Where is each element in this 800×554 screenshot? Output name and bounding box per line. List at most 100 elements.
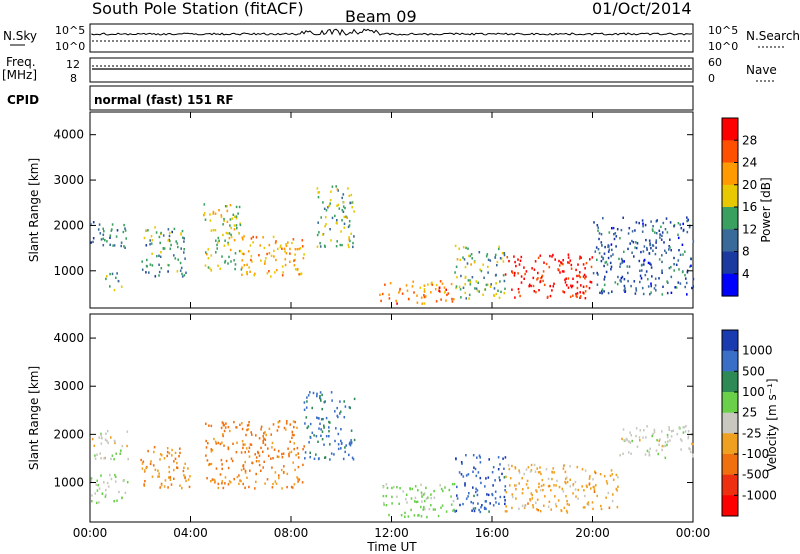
data-cell <box>664 228 667 231</box>
data-cell <box>100 238 103 241</box>
data-cell <box>348 453 350 457</box>
data-cell <box>654 231 656 234</box>
data-cell <box>679 253 682 256</box>
data-cell <box>489 259 492 262</box>
data-cell <box>316 392 318 395</box>
data-cell <box>305 416 308 419</box>
data-cell <box>428 507 431 511</box>
data-cell <box>334 439 336 443</box>
data-cell <box>520 255 523 259</box>
data-cell <box>496 264 498 267</box>
data-cell <box>183 248 185 251</box>
data-cell <box>668 426 670 429</box>
data-cell <box>517 272 519 275</box>
data-cell <box>431 283 434 286</box>
data-cell <box>476 289 479 292</box>
data-cell <box>498 476 501 479</box>
data-cell <box>320 399 322 402</box>
data-cell <box>592 478 594 481</box>
data-cell <box>167 486 169 489</box>
data-cell <box>222 424 225 427</box>
data-cell <box>684 285 686 289</box>
data-cell <box>97 228 100 231</box>
data-cell <box>294 468 296 472</box>
data-cell <box>260 259 262 262</box>
data-cell <box>420 296 423 299</box>
data-cell <box>610 265 613 268</box>
data-cell <box>473 261 476 264</box>
data-cell <box>621 261 623 264</box>
data-cell <box>525 483 528 486</box>
data-cell <box>400 514 403 517</box>
data-cell <box>562 467 565 470</box>
data-cell <box>691 442 694 446</box>
data-cell <box>249 443 252 446</box>
data-cell <box>162 234 165 237</box>
data-cell <box>537 277 539 280</box>
data-cell <box>263 246 266 250</box>
data-cell <box>96 479 98 482</box>
data-cell <box>434 288 437 291</box>
data-cell <box>627 247 629 251</box>
data-cell <box>210 229 213 232</box>
data-cell <box>271 446 273 449</box>
nsky-label: N.Sky <box>3 29 37 43</box>
data-cell <box>611 227 613 230</box>
data-cell <box>635 427 638 430</box>
data-cell <box>163 485 166 488</box>
data-cell <box>502 260 505 263</box>
data-cell <box>335 245 338 248</box>
data-cell <box>539 254 542 257</box>
data-cell <box>600 507 603 511</box>
data-cell <box>344 450 346 454</box>
data-cell <box>646 425 648 428</box>
data-cell <box>442 489 444 493</box>
data-cell <box>525 468 528 471</box>
data-cell <box>209 213 211 216</box>
data-cell <box>182 236 184 239</box>
data-cell <box>626 265 629 268</box>
data-cell <box>207 442 209 445</box>
data-cell <box>465 497 468 500</box>
data-cell <box>605 496 607 499</box>
data-cell <box>120 449 122 452</box>
data-cell <box>255 460 258 463</box>
data-cell <box>646 248 648 251</box>
data-cell <box>684 274 686 277</box>
data-cell <box>241 266 243 269</box>
data-cell <box>205 454 207 457</box>
data-cell <box>150 235 153 238</box>
data-cell <box>504 489 506 492</box>
data-cell <box>187 467 189 470</box>
data-cell <box>276 429 279 432</box>
data-cell <box>565 509 568 513</box>
data-cell <box>469 283 472 286</box>
colorbar-swatch <box>722 207 738 230</box>
data-cell <box>536 467 538 470</box>
data-cell <box>102 244 105 247</box>
data-cell <box>600 233 603 236</box>
data-cell <box>206 477 208 480</box>
data-cell <box>583 273 586 277</box>
data-cell <box>593 490 596 493</box>
data-cell <box>537 471 540 474</box>
data-cell <box>529 498 531 501</box>
colorbar-tick-label: 28 <box>742 133 757 147</box>
data-cell <box>337 415 339 419</box>
data-cell <box>599 291 601 294</box>
data-cell <box>291 436 293 439</box>
data-cell <box>231 217 234 220</box>
data-cell <box>684 250 686 253</box>
data-cell <box>476 493 479 497</box>
data-cell <box>668 266 671 270</box>
data-cell <box>648 454 651 457</box>
data-cell <box>160 267 163 270</box>
data-cell <box>242 238 244 241</box>
data-cell <box>294 258 296 262</box>
data-cell <box>324 400 326 403</box>
data-cell <box>273 448 276 451</box>
data-cell <box>661 254 663 257</box>
data-cell <box>543 261 545 264</box>
data-cell <box>486 253 489 256</box>
data-cell <box>216 247 218 250</box>
